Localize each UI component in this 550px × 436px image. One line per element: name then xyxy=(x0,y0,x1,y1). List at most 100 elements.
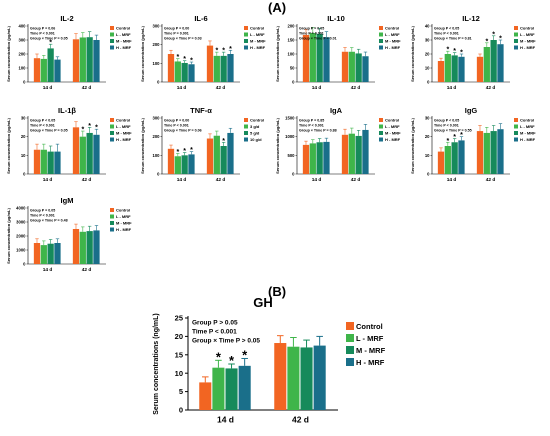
bar xyxy=(309,33,316,82)
bar xyxy=(167,54,175,82)
bar xyxy=(54,243,61,264)
bar xyxy=(451,55,458,82)
bar xyxy=(54,151,61,174)
bar xyxy=(497,129,504,174)
y-tick-label: 200 xyxy=(19,51,27,56)
legend-label: Control xyxy=(356,322,383,331)
bar xyxy=(313,345,326,410)
x-tick-label: 14 d xyxy=(312,177,322,183)
y-tick-label: 15 xyxy=(175,350,183,359)
bar xyxy=(213,135,220,174)
x-tick-label: 14 d xyxy=(177,85,187,91)
chart-title: IgG xyxy=(465,106,478,115)
x-tick-label: 42 d xyxy=(351,177,361,183)
significance-mark: * xyxy=(190,147,193,154)
bar xyxy=(316,142,323,174)
legend-swatch xyxy=(110,131,114,135)
stats-annotation: Group P = 0.05 xyxy=(299,27,324,31)
significance-mark: * xyxy=(88,123,91,130)
bar xyxy=(348,51,355,82)
legend-swatch xyxy=(346,346,354,354)
stats-annotation: Time P < 0.001 xyxy=(192,329,237,336)
bar xyxy=(287,346,300,410)
chart-il-10: IL-10 Serum concentration (pg/mL) 0 50 100 15… xyxy=(275,14,401,91)
bar xyxy=(33,58,41,82)
legend-label: Control xyxy=(250,118,264,123)
bar xyxy=(174,61,181,82)
legend-swatch xyxy=(110,45,114,50)
legend-swatch xyxy=(244,124,248,129)
significance-mark: * xyxy=(242,347,248,362)
bar xyxy=(341,134,349,174)
stats-annotation: Time P < 0.001 xyxy=(30,32,55,36)
y-tick-label: 300 xyxy=(19,37,27,42)
chart-title: IL-2 xyxy=(60,14,73,23)
bar xyxy=(181,155,188,174)
bar xyxy=(79,37,86,82)
x-tick-label: 42 d xyxy=(216,85,226,91)
chart-title: GH xyxy=(253,295,273,310)
legend-label: H - MRF xyxy=(116,45,132,50)
stats-annotation: Group × Time P = 0.88 xyxy=(299,129,337,133)
bar xyxy=(47,151,54,174)
chart-il-6: IL-6 Serum concentration (pg/mL) 0 100 200 30… xyxy=(140,14,266,91)
stats-annotation: Group P = 0.00 xyxy=(164,27,189,31)
legend-swatch xyxy=(346,322,354,330)
y-tick-label: 10 xyxy=(175,369,183,378)
legend-label: Control xyxy=(250,26,264,31)
y-tick-label: 30 xyxy=(21,115,26,120)
bar xyxy=(86,37,93,82)
y-tick-label: 100 xyxy=(153,61,161,66)
legend-swatch xyxy=(110,39,114,43)
chart-tnf-a: TNF-α Serum concentration (pg/mL) 0 100 200 3… xyxy=(140,106,264,183)
legend-swatch xyxy=(110,214,114,219)
bar xyxy=(220,55,227,82)
legend-label: H - MRF xyxy=(250,45,266,50)
legend-label: M - MRF xyxy=(116,39,132,44)
legend-label: Control xyxy=(520,118,534,123)
y-axis-label: Serum concentrations (ng/mL) xyxy=(153,313,160,415)
significance-mark: * xyxy=(446,138,449,145)
bar xyxy=(199,382,212,410)
significance-mark: * xyxy=(183,148,186,155)
significance-mark: * xyxy=(190,58,193,65)
legend-swatch xyxy=(244,32,248,37)
significance-mark: * xyxy=(453,48,456,55)
bar xyxy=(40,149,47,174)
bar xyxy=(490,131,497,174)
bar xyxy=(40,58,47,82)
x-tick-label: 42 d xyxy=(82,267,92,273)
bar xyxy=(323,141,330,174)
legend-swatch xyxy=(514,137,518,142)
y-tick-label: 0 xyxy=(157,171,160,176)
legend-swatch xyxy=(379,118,383,122)
chart-title: IL-6 xyxy=(194,14,207,23)
y-tick-label: 100 xyxy=(153,153,161,158)
legend-label: M - MRF xyxy=(520,39,536,44)
legend-swatch xyxy=(514,131,518,135)
legend-label: Control xyxy=(385,118,399,123)
x-tick-label: 14 d xyxy=(312,85,322,91)
y-axis-label: Serum concentration (µg/mL) xyxy=(410,118,415,174)
bar xyxy=(206,45,214,82)
significance-mark: * xyxy=(499,36,502,43)
legend-swatch xyxy=(110,221,114,225)
bar xyxy=(79,231,86,264)
bar xyxy=(72,127,80,174)
legend-swatch xyxy=(110,118,114,122)
stats-annotation: Group × Time P = 0.48 xyxy=(30,219,68,223)
legend-label: Control xyxy=(116,208,130,213)
y-tick-label: 0 xyxy=(23,261,26,266)
x-tick-label: 14 d xyxy=(43,267,53,273)
legend-label: L - MRF xyxy=(116,124,131,129)
legend-label: M - MRF xyxy=(356,346,386,355)
legend-swatch xyxy=(244,26,248,30)
stats-annotation: Group P > 0.05 xyxy=(192,320,238,327)
y-tick-label: 200 xyxy=(153,42,161,47)
significance-mark: * xyxy=(222,48,225,55)
y-tick-label: 10 xyxy=(425,153,430,158)
y-axis-label: Serum concentration (pg/mL) xyxy=(140,117,145,173)
bar xyxy=(490,40,497,82)
chart-il-12: IL-12 Serum concentration (pg/mL) 0 10 20 30 4… xyxy=(410,14,536,91)
legend-label: 5 g/d xyxy=(250,131,260,136)
